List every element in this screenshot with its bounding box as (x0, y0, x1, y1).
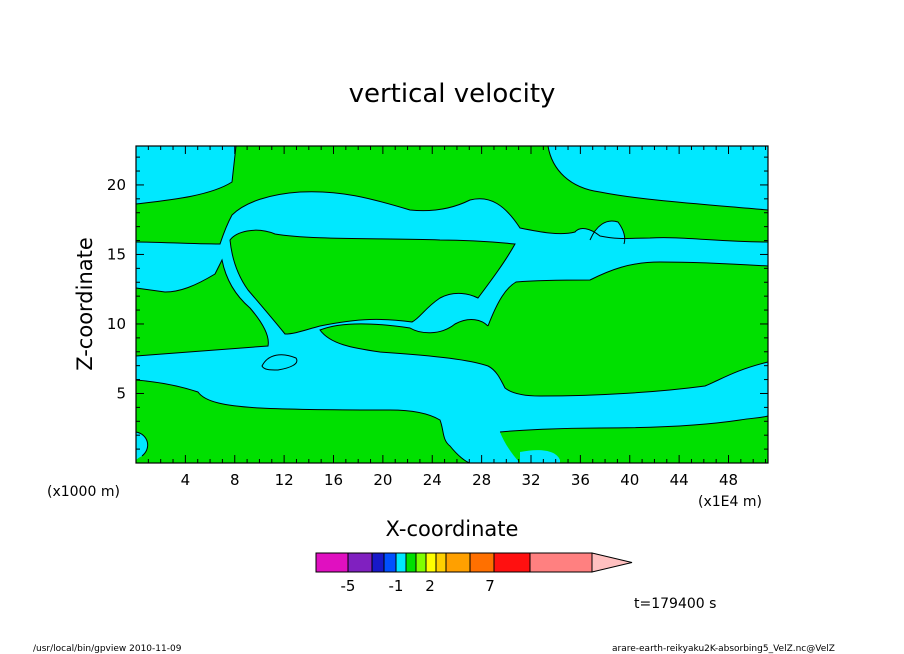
cyan-patch-bottom-right (520, 450, 560, 463)
colorbar-segment (405, 552, 417, 573)
x-axis-title: X-coordinate (386, 517, 519, 541)
y-tick-label: 5 (116, 384, 126, 402)
x-tick-label: 8 (230, 471, 240, 489)
x-tick-label: 24 (423, 471, 442, 489)
x-tick-label: 40 (620, 471, 639, 489)
x-unit-right: (x1E4 m) (698, 494, 762, 510)
x-tick-label: 32 (521, 471, 540, 489)
colorbar-label: -5 (341, 577, 356, 595)
plot-frame (135, 145, 769, 464)
y-tick-label: 20 (107, 176, 126, 194)
y-tick-label: 10 (107, 315, 126, 333)
colorbar-label: 2 (425, 577, 435, 595)
x-tick-label: 16 (324, 471, 343, 489)
colorbar-segment (383, 552, 397, 573)
x-tick-label: 20 (373, 471, 392, 489)
contour-patch-small (261, 354, 298, 371)
contour-patch-right (589, 220, 626, 245)
footer-right: arare-earth-reikyaku2K-absorbing5_VelZ.n… (612, 644, 835, 654)
colorbar-segment (395, 552, 407, 573)
green-region-middle (136, 230, 768, 396)
contour-patch-lower-left (135, 431, 149, 457)
footer-left: /usr/local/bin/gpview 2010-11-09 (33, 644, 182, 654)
green-region-bottom (136, 380, 768, 463)
contour-middle-right (319, 261, 769, 397)
time-label: t=179400 s (634, 596, 716, 612)
y-axis-title: Z-coordinate (73, 237, 97, 371)
x-tick-label: 44 (670, 471, 689, 489)
colorbar-label: -1 (389, 577, 404, 595)
colorbar (315, 552, 633, 573)
chart-title: vertical velocity (349, 79, 556, 109)
colorbar-segment (529, 552, 593, 573)
contour-top (135, 145, 769, 245)
colorbar-segment (371, 552, 385, 573)
colorbar-segment (469, 552, 495, 573)
cyan-patches (136, 220, 625, 463)
green-region-top (136, 146, 768, 244)
colorbar-label: 7 (485, 577, 495, 595)
x-tick-label: 36 (571, 471, 590, 489)
y-ticks: 5 10 15 20 (107, 156, 768, 450)
colorbar-labels: -5 -1 2 7 (341, 577, 495, 595)
colorbar-segment (315, 552, 349, 573)
x-tick-label: 12 (275, 471, 294, 489)
colorbar-segment (347, 552, 373, 573)
colorbar-segment (493, 552, 531, 573)
green-regions (136, 146, 768, 463)
x-unit-left: (x1000 m) (47, 484, 120, 500)
contour-bottom (135, 379, 769, 464)
colorbar-segment (415, 552, 427, 573)
colorbar-arrow (591, 552, 633, 573)
contour-middle-left (135, 258, 269, 357)
colorbar-segment (445, 552, 471, 573)
x-tick-label: 4 (181, 471, 191, 489)
x-tick-label: 48 (719, 471, 738, 489)
y-tick-label: 15 (107, 245, 126, 263)
contour-middle-core (229, 229, 516, 335)
contour-lines (135, 145, 769, 464)
colorbar-segment (435, 552, 447, 573)
colorbar-segment (425, 552, 437, 573)
cyan-patch-small (262, 354, 297, 370)
x-ticks: 4 8 12 16 20 24 28 32 36 40 44 48 (147, 146, 767, 489)
x-tick-label: 28 (472, 471, 491, 489)
